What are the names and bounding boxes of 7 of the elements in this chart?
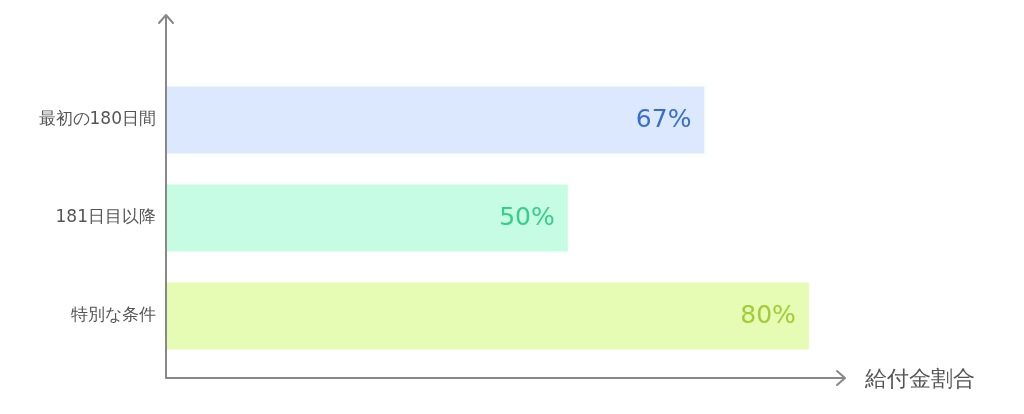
y-tick-label: 181日目以降 — [55, 206, 156, 227]
data-label: 50% — [499, 201, 555, 231]
data-label: 67% — [635, 103, 692, 133]
data-label: 80% — [740, 299, 796, 329]
x-axis-title: 給付金割合 — [864, 365, 975, 391]
y-tick-label: 特別な条件 — [71, 304, 156, 325]
y-tick-label: 最初の180日間 — [38, 108, 156, 129]
